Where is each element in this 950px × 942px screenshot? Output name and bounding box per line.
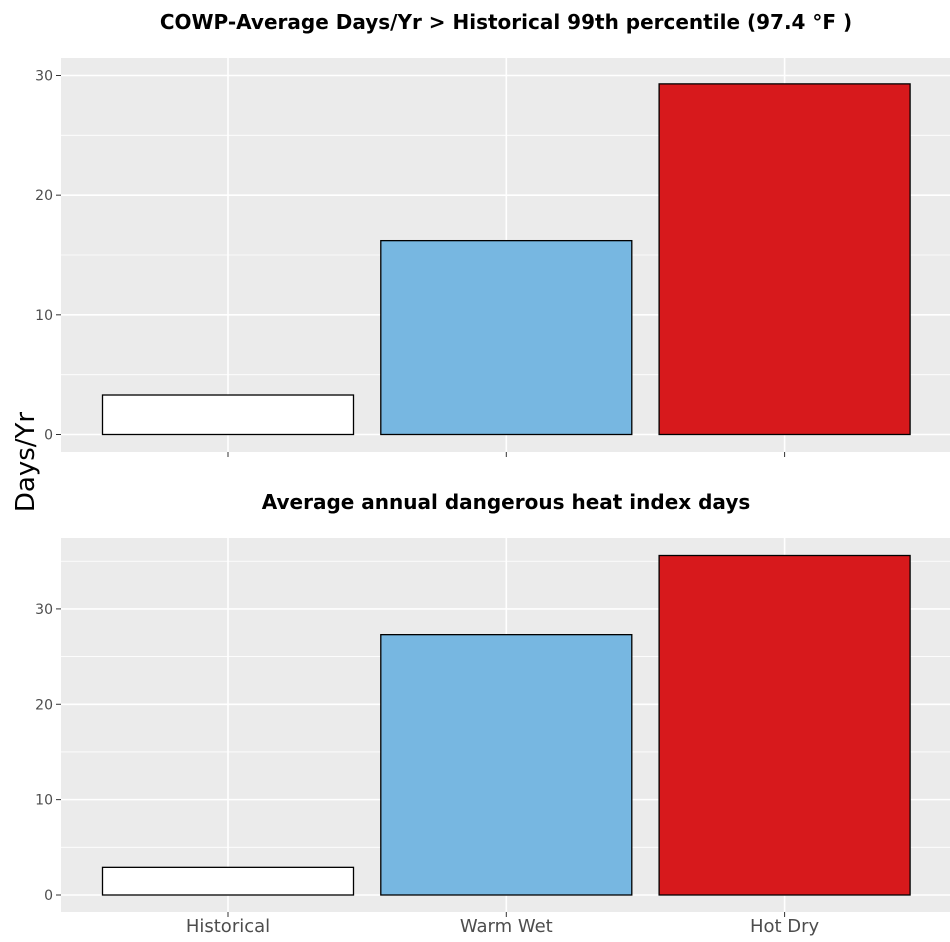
x-axis-ticks-top [227, 452, 786, 457]
chart-title-top: COWP-Average Days/Yr > Historical 99th p… [160, 10, 852, 34]
y-tick-label: 20 [35, 697, 53, 713]
bar-hot-dry [658, 83, 911, 436]
y-tick-label: 0 [44, 428, 53, 444]
chart-panel-top: COWP-Average Days/Yr > Historical 99th p… [35, 10, 950, 457]
x-tick-label: Historical [186, 916, 270, 937]
y-tick-label: 20 [35, 188, 53, 204]
x-tick-label: Hot Dry [750, 916, 820, 937]
x-axis-ticks-bottom: Historical Warm Wet Hot Dry [186, 912, 820, 937]
bar-warm-wet [380, 634, 633, 896]
y-tick-label: 10 [35, 793, 53, 809]
bars-bottom [101, 554, 911, 896]
bars-top [101, 83, 911, 436]
y-axis-label: Days/Yr [11, 412, 41, 513]
y-tick-label: 10 [35, 308, 53, 324]
y-axis-ticks-bottom: 0 10 20 30 [35, 602, 61, 904]
y-tick-label: 30 [35, 69, 53, 85]
y-tick-label: 30 [35, 602, 53, 618]
chart-title-bottom: Average annual dangerous heat index days [262, 490, 751, 514]
bar-hot-dry [658, 554, 911, 896]
bar-historical [101, 866, 355, 896]
bar-historical [101, 394, 355, 436]
bar-warm-wet [380, 239, 633, 436]
y-axis-ticks-top: 0 10 20 30 [35, 69, 61, 444]
chart-panel-bottom: Average annual dangerous heat index days… [35, 490, 950, 937]
y-tick-label: 0 [44, 888, 53, 904]
x-tick-label: Warm Wet [460, 916, 553, 937]
